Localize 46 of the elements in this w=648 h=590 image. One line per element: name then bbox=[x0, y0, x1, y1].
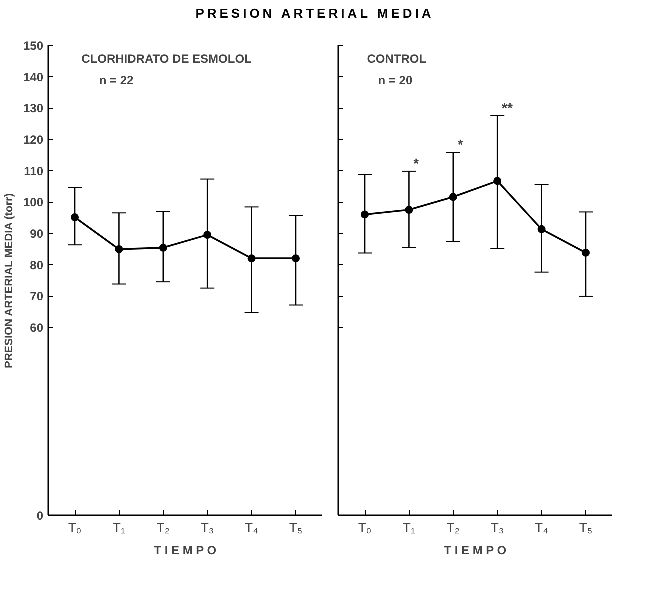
y-tick-label: 80 bbox=[30, 258, 44, 272]
x-tick-label: T₄ bbox=[535, 520, 548, 536]
x-tick-label: T₀ bbox=[358, 520, 372, 536]
x-axis-title: T I E M P O bbox=[154, 544, 217, 558]
point bbox=[115, 245, 124, 254]
annotation: * bbox=[458, 136, 464, 153]
x-tick-label: T₃ bbox=[200, 520, 214, 536]
annotation: * bbox=[414, 155, 420, 172]
x-tick-label: T₅ bbox=[289, 520, 303, 536]
x-tick-label: T₂ bbox=[156, 520, 170, 536]
point bbox=[292, 254, 300, 263]
y-tick-label: 70 bbox=[30, 290, 44, 304]
x-tick-label: T₁ bbox=[113, 520, 126, 536]
y-tick-label: 120 bbox=[23, 133, 44, 147]
x-tick-label: T₁ bbox=[403, 520, 416, 536]
point bbox=[494, 177, 502, 186]
x-tick-label: T₂ bbox=[446, 520, 460, 536]
x-axis-title: T I E M P O bbox=[444, 544, 507, 558]
x-tick-label: T₅ bbox=[579, 520, 593, 536]
y-tick-label: 100 bbox=[23, 196, 44, 210]
y-tick-label: 60 bbox=[30, 321, 44, 335]
point bbox=[538, 225, 546, 234]
y-tick-label: 0 bbox=[36, 509, 44, 523]
annotation: n = 22 bbox=[99, 74, 134, 88]
text: CLORHIDRATO DE ESMOLOL bbox=[82, 52, 252, 66]
y-tick-label: 130 bbox=[23, 102, 44, 116]
y-tick-label: 110 bbox=[24, 164, 44, 178]
point bbox=[248, 254, 256, 263]
x-tick-label: T₃ bbox=[490, 520, 504, 536]
y-tick-label: 150 bbox=[23, 39, 44, 53]
y-tick-label: 140 bbox=[23, 70, 44, 84]
point bbox=[204, 231, 212, 240]
x-tick-label: T₀ bbox=[68, 520, 82, 536]
annotation: ** bbox=[502, 100, 514, 116]
y-tick-label: 90 bbox=[30, 227, 44, 241]
point bbox=[405, 206, 414, 214]
y-axis-title: PRESION ARTERIAL MEDIA (torr) bbox=[3, 193, 16, 368]
text: CONTROL bbox=[367, 52, 427, 66]
x-tick-label: T₄ bbox=[245, 520, 258, 536]
point bbox=[71, 214, 80, 222]
chart-title: PRESION ARTERIAL MEDIA bbox=[196, 5, 434, 23]
point bbox=[582, 248, 590, 257]
annotation: n = 20 bbox=[378, 74, 413, 88]
point bbox=[361, 210, 370, 219]
point bbox=[159, 244, 168, 252]
point bbox=[449, 193, 458, 202]
